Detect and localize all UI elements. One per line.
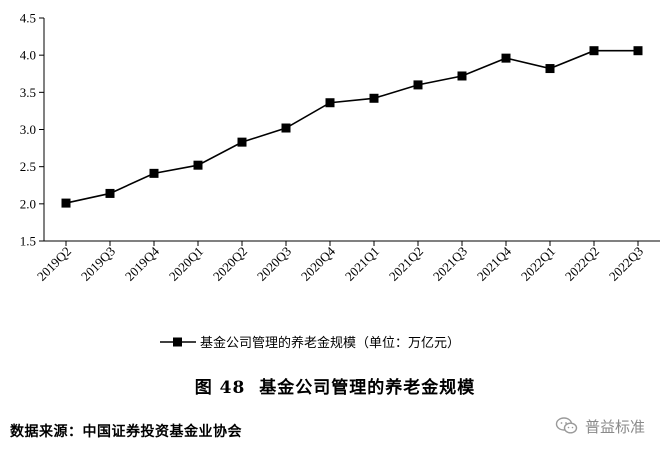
legend-label: 基金公司管理的养老金规模（单位：万亿元） <box>200 335 460 351</box>
y-tick-label: 3.0 <box>20 122 36 137</box>
series-line <box>61 46 643 208</box>
chart-axes <box>43 18 660 242</box>
y-tick-label: 1.5 <box>20 234 36 249</box>
figure-caption: 图 48 基金公司管理的养老金规模 <box>0 373 670 398</box>
x-tick-label: 2020Q3 <box>254 244 294 284</box>
x-tick-label: 2019Q2 <box>34 244 74 284</box>
x-tick-label: 2022Q1 <box>518 244 558 284</box>
data-point-marker <box>413 80 423 90</box>
data-source: 数据来源：中国证券投资基金业协会 <box>10 424 242 440</box>
x-tick-label: 2021Q1 <box>342 244 382 284</box>
data-point-marker <box>589 46 599 56</box>
data-point-marker <box>325 98 335 108</box>
x-tick-label: 2019Q4 <box>122 243 163 284</box>
y-tick-label: 4.5 <box>20 11 36 26</box>
x-tick-label: 2021Q4 <box>474 243 515 284</box>
data-point-marker <box>545 64 555 74</box>
series-line-path <box>65 49 638 204</box>
data-point-marker <box>369 93 379 103</box>
y-tick-label: 4.0 <box>20 48 36 63</box>
data-point-marker <box>237 137 247 147</box>
y-tick-label: 2.5 <box>20 159 36 174</box>
line-chart: 1.5 2.0 2.5 3.0 3.5 4.0 4.5 2019Q2 2019Q3 2019Q4… <box>20 11 660 351</box>
legend-marker-swatch <box>173 337 182 347</box>
data-point-marker <box>501 53 511 63</box>
data-point-marker <box>281 123 291 133</box>
data-point-marker <box>105 188 115 198</box>
x-tick-label: 2019Q3 <box>78 244 118 284</box>
figure-number: 图 48 <box>194 378 246 398</box>
x-tick-label: 2021Q3 <box>430 244 470 284</box>
x-tick-label: 2020Q4 <box>298 243 339 284</box>
data-point-marker <box>193 160 203 170</box>
figure-title: 基金公司管理的养老金规模 <box>259 378 476 398</box>
y-axis-ticks: 1.5 2.0 2.5 3.0 3.5 4.0 4.5 <box>20 11 44 249</box>
x-tick-label: 2020Q1 <box>166 244 206 284</box>
wechat-icon <box>555 417 578 434</box>
x-axis-ticks: 2019Q2 2019Q3 2019Q4 2020Q1 2020Q2 2020Q3 2020… <box>34 241 646 284</box>
legend: 基金公司管理的养老金规模（单位：万亿元） <box>160 335 460 351</box>
data-point-marker <box>633 46 643 56</box>
y-tick-label: 2.0 <box>20 196 36 211</box>
data-point-marker <box>61 198 71 208</box>
data-point-marker <box>457 71 467 81</box>
x-tick-label: 2022Q3 <box>606 244 646 284</box>
x-tick-label: 2020Q2 <box>210 244 250 284</box>
x-tick-label: 2022Q2 <box>562 244 602 284</box>
watermark: 普益标准 <box>555 413 645 439</box>
x-tick-label: 2021Q2 <box>386 244 426 284</box>
y-tick-label: 3.5 <box>20 85 36 100</box>
watermark-text: 普益标准 <box>585 417 646 436</box>
data-point-marker <box>149 168 159 178</box>
